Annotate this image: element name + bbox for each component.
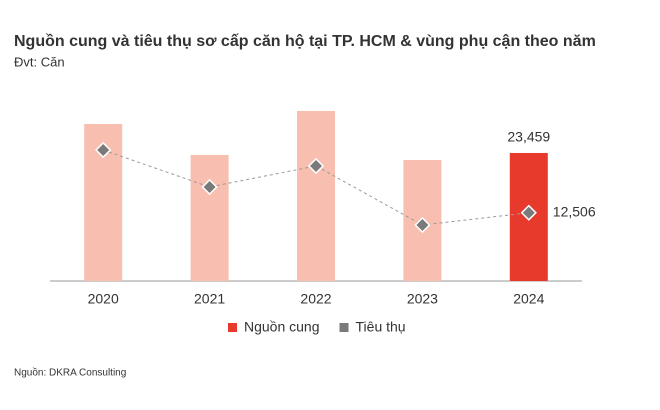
marker [201,178,218,196]
marker [520,204,537,221]
legend-label: Nguồn cung [244,319,320,335]
legend-swatch [228,323,237,332]
marker [95,141,112,159]
line [103,149,529,226]
chart-subtitle: Đvt: Căn [14,54,65,69]
marker [414,216,431,234]
x-tick-label: 2023 [407,291,438,307]
chart-title: Nguồn cung và tiêu thụ sơ cấp căn hộ tại… [14,33,596,50]
x-tick-label: 2020 [88,291,119,307]
bar [190,154,229,281]
x-tick-label: 2022 [300,291,331,307]
marker [307,157,325,175]
legend-label: Tiêu thụ [356,319,406,335]
line-value-label: 12,506 [553,203,596,219]
bar-value-label: 23,459 [507,129,550,145]
source: Nguồn: DKRA Consulting [14,367,126,379]
x-tick-label: 2024 [513,291,544,307]
x-tick-label: 2021 [194,291,225,307]
bar [297,110,335,281]
legend-swatch [339,323,349,332]
